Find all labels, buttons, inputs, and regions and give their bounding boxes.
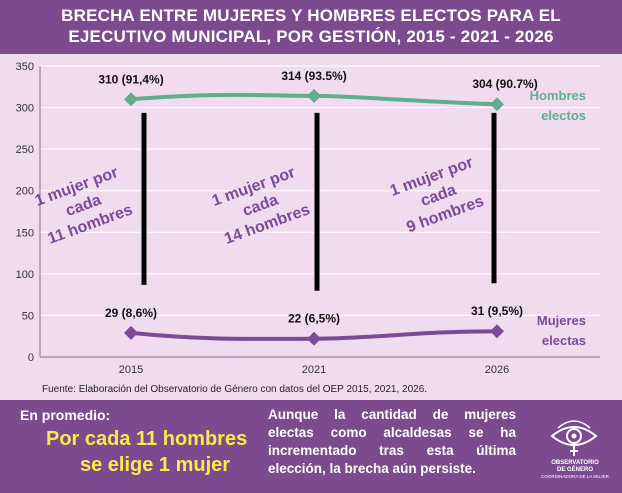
data-label: 304 (90.7%) [472,77,537,91]
x-tick-label: 2021 [302,364,326,376]
footer-banner: En promedio: Por cada 11 hombres se elig… [0,400,622,493]
footer-highlight-line-2: se elige 1 mujer [80,454,231,476]
data-label: 31 (9,5%) [471,304,523,318]
y-tick-label: 250 [16,144,34,156]
series-name-label: electas [542,333,586,348]
logo-text-1: OBSERVATORIO [551,460,599,466]
footer-description: Aunque la cantidad de mujeres electas co… [268,407,516,476]
chart-source: Fuente: Elaboración del Observatorio de … [42,384,427,395]
data-point [490,324,504,339]
title-line-2: EJECUTIVO MUNICIPAL, POR GESTIÓN, 2015 -… [68,27,554,46]
line-chart: 0 50 100 150 200 250 300 350 2015 2021 2026 1 mujer… [16,61,600,395]
series-name-label: Hombres [530,88,586,103]
y-tick-label: 150 [16,227,34,239]
y-tick-label: 300 [16,103,34,115]
data-label: 310 (91,4%) [98,72,163,86]
data-label: 22 (6,5%) [288,312,340,326]
data-point [124,92,138,107]
data-point [307,88,321,103]
logo-text-3: COORDINADORA DE LA MUJER [541,474,609,479]
y-tick-label: 200 [16,186,34,198]
x-tick-label: 2015 [119,364,143,376]
series-name-label: electos [541,108,586,123]
header-banner: BRECHA ENTRE MUJERES Y HOMBRES ELECTOS P… [0,0,622,54]
y-tick-label: 0 [28,352,34,364]
logo-text-2: DE GÉNERO [556,467,593,473]
series-name-label: Mujeres [537,313,586,328]
footer-label: En promedio: [20,407,111,423]
title-line-1: BRECHA ENTRE MUJERES Y HOMBRES ELECTOS P… [61,6,561,25]
eye-venus-icon [550,420,598,456]
data-point [490,97,504,112]
y-tick-label: 350 [16,61,34,73]
data-label: 29 (8,6%) [105,306,157,320]
data-label: 314 (93.5%) [281,69,346,83]
data-point [124,325,138,340]
y-tick-label: 50 [22,310,34,322]
footer-highlight-line-1: Por cada 11 hombres [46,428,248,450]
x-tick-label: 2026 [485,364,509,376]
y-tick-label: 100 [16,269,34,281]
data-point [307,331,321,346]
